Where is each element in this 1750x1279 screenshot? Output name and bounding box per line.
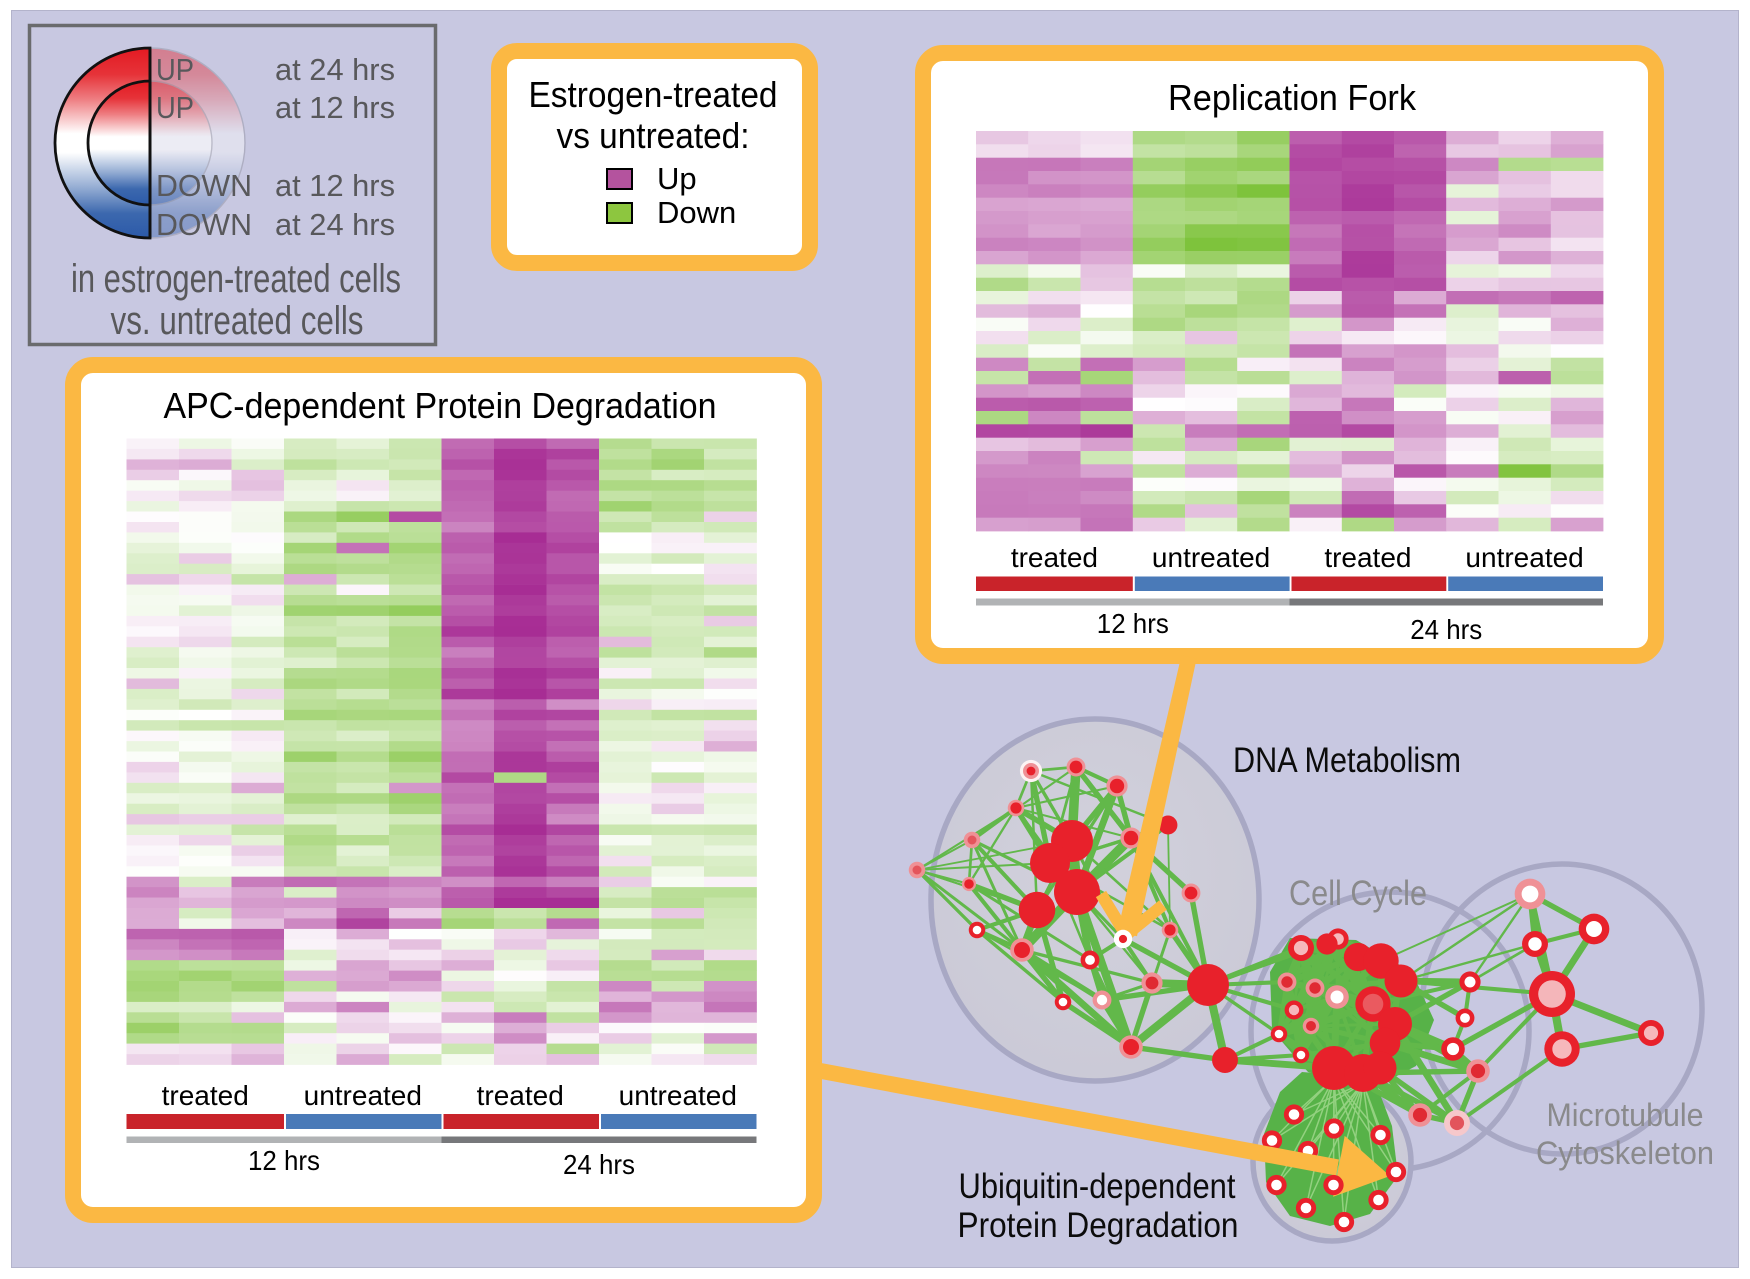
svg-text:24 hrs: 24 hrs: [563, 1149, 635, 1180]
svg-text:DOWN: DOWN: [156, 207, 252, 242]
svg-text:Cell Cycle: Cell Cycle: [1289, 873, 1427, 913]
svg-text:untreated: untreated: [1465, 542, 1583, 573]
svg-text:24 hrs: 24 hrs: [1410, 614, 1482, 645]
svg-text:at 24 hrs: at 24 hrs: [275, 52, 395, 87]
svg-text:Ubiquitin-dependent: Ubiquitin-dependent: [959, 1166, 1236, 1206]
svg-text:Estrogen-treated: Estrogen-treated: [529, 74, 778, 115]
svg-text:12 hrs: 12 hrs: [248, 1145, 320, 1176]
svg-text:in estrogen-treated cells: in estrogen-treated cells: [71, 257, 401, 301]
svg-text:UP: UP: [156, 90, 194, 125]
svg-text:treated: treated: [1324, 542, 1411, 573]
svg-text:untreated: untreated: [619, 1080, 737, 1111]
svg-text:treated: treated: [477, 1080, 564, 1111]
svg-text:DOWN: DOWN: [156, 168, 252, 203]
svg-text:treated: treated: [1011, 542, 1098, 573]
svg-text:APC-dependent Protein Degradat: APC-dependent Protein Degradation: [164, 385, 717, 426]
svg-text:at 12 hrs: at 12 hrs: [275, 168, 395, 203]
svg-text:treated: treated: [162, 1080, 249, 1111]
svg-text:vs untreated:: vs untreated:: [557, 115, 750, 156]
svg-text:at 24 hrs: at 24 hrs: [275, 207, 395, 242]
svg-text:12 hrs: 12 hrs: [1097, 608, 1169, 639]
svg-text:Microtubule: Microtubule: [1547, 1097, 1704, 1133]
svg-text:Up: Up: [657, 161, 697, 196]
svg-text:Protein Degradation: Protein Degradation: [958, 1205, 1239, 1245]
svg-text:vs. untreated cells: vs. untreated cells: [111, 299, 364, 343]
svg-text:Down: Down: [657, 195, 736, 230]
svg-text:Cytoskeleton: Cytoskeleton: [1536, 1135, 1714, 1171]
svg-text:untreated: untreated: [304, 1080, 422, 1111]
svg-text:DNA Metabolism: DNA Metabolism: [1233, 740, 1461, 780]
svg-text:untreated: untreated: [1152, 542, 1270, 573]
svg-text:Replication Fork: Replication Fork: [1168, 77, 1417, 118]
svg-text:at 12 hrs: at 12 hrs: [275, 90, 395, 125]
svg-text:UP: UP: [156, 52, 194, 87]
